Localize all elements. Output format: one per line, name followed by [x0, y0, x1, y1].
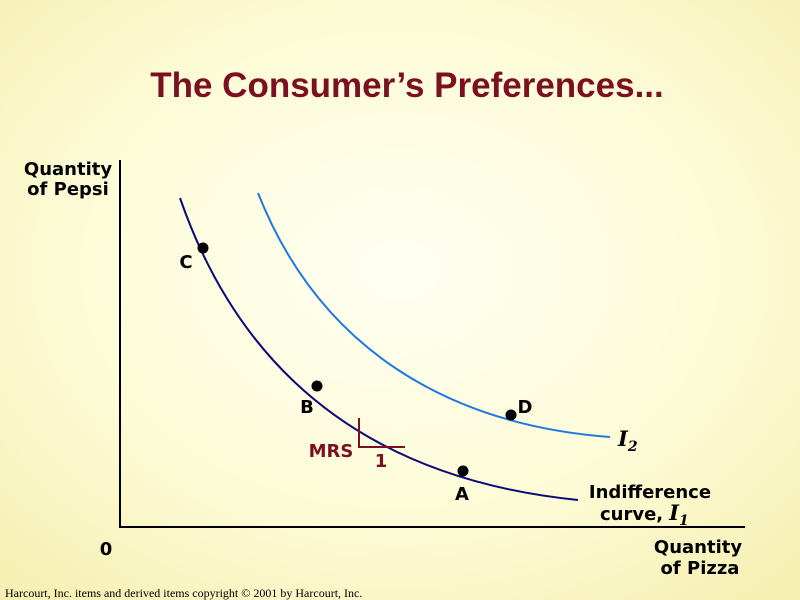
point-label: A: [455, 484, 469, 505]
x-axis-label: Quantity: [654, 537, 742, 558]
y-axis-label: Quantity: [24, 159, 112, 180]
point-a: [457, 465, 469, 477]
y-axis-label: of Pepsi: [27, 179, 109, 200]
point-c: [197, 242, 209, 254]
curve-1-label: curve, I1: [600, 500, 689, 529]
point-label: B: [300, 397, 314, 418]
mrs-label: MRS: [309, 441, 354, 462]
point-d: [505, 409, 517, 421]
footer: Harcourt, Inc. items and derived items c…: [5, 586, 362, 600]
curve-2-label: I2: [617, 426, 638, 455]
mrs-triangle: [358, 418, 405, 448]
indifference-curve-1: [179, 197, 579, 501]
curve-1-label: Indifference: [589, 482, 711, 503]
point-b: [311, 380, 323, 392]
x-axis-label: of Pizza: [661, 558, 740, 579]
point-label: D: [518, 397, 533, 418]
point-label: C: [179, 252, 192, 273]
mrs-run-label: 1: [375, 451, 388, 472]
origin-label: 0: [100, 539, 113, 560]
indifference-curve-2: [257, 192, 611, 438]
title: The Consumer’s Preferences...: [150, 66, 664, 105]
